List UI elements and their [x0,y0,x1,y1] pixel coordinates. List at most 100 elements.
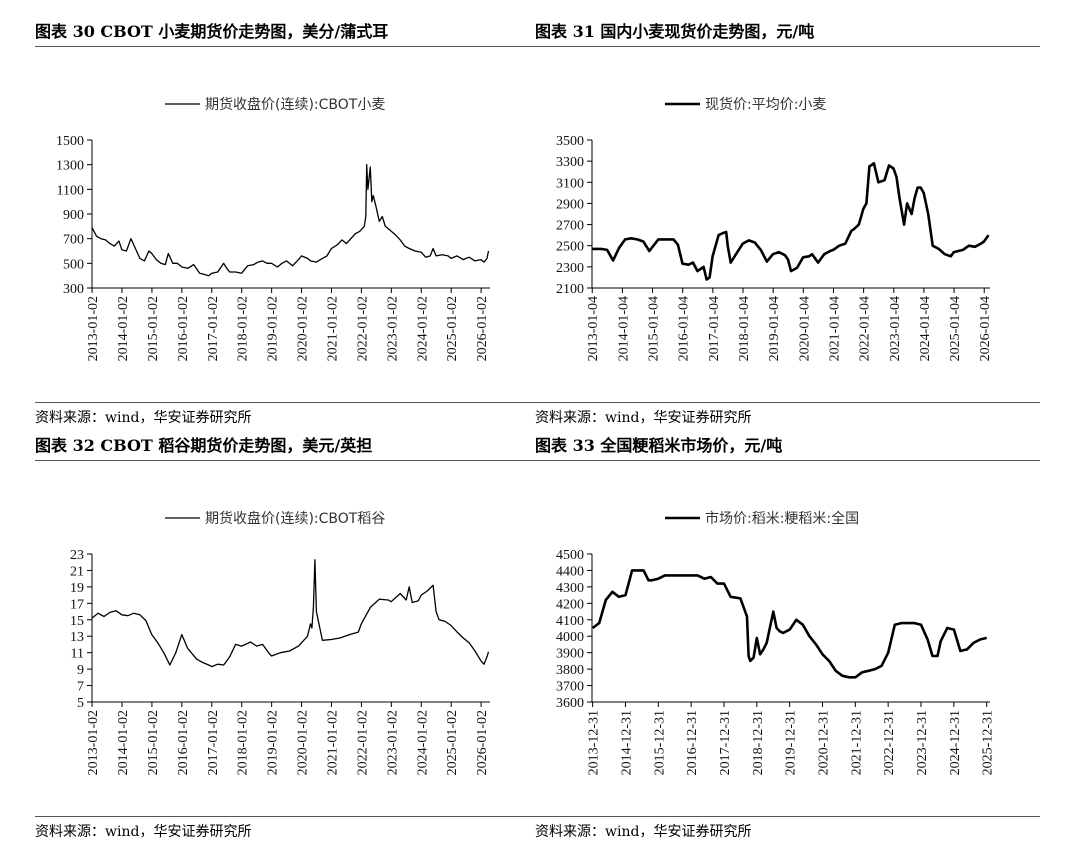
x-tick-label: 2019-01-04 [767,296,782,361]
x-tick-label: 2022-12-31 [882,710,897,775]
x-tick-label: 2016-01-02 [176,710,191,775]
y-tick-label: 2300 [556,261,584,276]
x-tick-label: 2025-01-02 [445,710,460,775]
x-tick-label: 2025-12-31 [981,710,996,775]
x-tick-label: 2017-01-04 [707,296,722,361]
y-tick-label: 900 [63,208,84,223]
x-tick-label: 2014-12-31 [619,710,634,775]
x-tick-label: 2020-01-04 [797,296,812,361]
x-tick-label: 2023-12-31 [915,710,930,775]
x-tick-label: 2026-01-02 [475,710,490,775]
x-tick-label: 2014-01-04 [616,296,631,361]
x-tick-label: 2016-01-04 [677,296,692,361]
x-tick-label: 2024-01-02 [415,710,430,775]
y-tick-label: 23 [70,548,84,563]
x-tick-label: 2014-01-02 [116,710,131,775]
y-tick-label: 11 [71,647,84,662]
x-tick-label: 2021-01-02 [325,710,340,775]
x-tick-label: 2018-01-02 [236,296,251,361]
y-tick-label: 1300 [56,159,84,174]
legend: 期货收盘价(连续):CBOT稻谷 [165,510,385,527]
x-tick-label: 2025-01-02 [445,296,460,361]
legend-label: 期货收盘价(连续):CBOT小麦 [205,96,385,113]
x-tick-label: 2026-01-02 [475,296,490,361]
x-tick-label: 2017-01-02 [206,296,221,361]
y-tick-label: 500 [63,257,84,272]
panel-title: 图表 31 国内小麦现货价走势图，元/吨 [535,18,1040,47]
source-note: 资料来源：wind，华安证券研究所 [35,816,540,847]
y-tick-label: 7 [77,680,84,695]
y-tick-label: 4000 [556,630,584,645]
y-tick-label: 15 [70,614,84,629]
legend-label: 市场价:稻米:粳稻米:全国 [705,510,859,527]
y-tick-label: 3500 [556,134,584,149]
y-tick-label: 17 [70,597,84,612]
source-note: 资料来源：wind，华安证券研究所 [535,402,1040,433]
x-tick-label: 2016-01-02 [176,296,191,361]
y-tick-label: 300 [63,282,84,297]
source-note: 资料来源：wind，华安证券研究所 [35,402,540,433]
x-tick-label: 2019-01-02 [266,296,281,361]
y-tick-label: 3700 [556,680,584,695]
x-tick-label: 2018-01-02 [236,710,251,775]
x-tick-label: 2013-01-04 [586,296,601,361]
x-tick-label: 2023-01-04 [888,296,903,361]
x-tick-label: 2017-01-02 [206,710,221,775]
y-tick-label: 3300 [556,155,584,170]
x-tick-label: 2018-01-04 [737,296,752,361]
x-tick-label: 2019-01-02 [266,710,281,775]
y-tick-label: 4500 [556,548,584,563]
y-tick-label: 700 [63,233,84,248]
y-tick-label: 4400 [556,564,584,579]
y-tick-label: 9 [77,663,84,678]
y-tick-label: 13 [70,630,84,645]
panel-title: 图表 30 CBOT 小麦期货价走势图，美分/蒲式耳 [35,18,540,47]
x-tick-label: 2026-01-04 [978,296,993,361]
chart-wheat-cbot: 期货收盘价(连续):CBOT小麦 300 500 700 900 1100 1300 1500… [56,96,490,361]
x-tick-label: 2023-01-02 [385,710,400,775]
y-tick-label: 1100 [57,183,84,198]
x-tick-label: 2021-12-31 [849,710,864,775]
legend: 现货价:平均价:小麦 [665,96,826,113]
x-tick-label: 2013-12-31 [587,710,602,775]
y-tick-label: 4200 [556,597,584,612]
y-tick-label: 4300 [556,581,584,596]
y-tick-label: 2500 [556,240,584,255]
x-tick-label: 2020-12-31 [816,710,831,775]
legend-label: 现货价:平均价:小麦 [705,96,826,113]
x-tick-label: 2024-12-31 [948,710,963,775]
x-tick-label: 2020-01-02 [296,296,311,361]
y-tick-label: 2100 [556,282,584,297]
y-tick-label: 21 [70,564,84,579]
x-tick-label: 2016-12-31 [685,710,700,775]
y-tick-label: 2900 [556,197,584,212]
y-tick-label: 19 [70,581,84,596]
x-tick-label: 2014-01-02 [116,296,131,361]
x-tick-label: 2021-01-02 [325,296,340,361]
x-tick-label: 2015-01-02 [146,710,161,775]
x-tick-label: 2021-01-04 [827,296,842,361]
x-tick-label: 2022-01-02 [355,710,370,775]
x-tick-label: 2017-12-31 [718,710,733,775]
y-tick-label: 3100 [556,176,584,191]
x-tick-label: 2013-01-02 [86,296,101,361]
x-tick-label: 2015-01-02 [146,296,161,361]
y-tick-label: 2700 [556,219,584,234]
y-tick-label: 3600 [556,696,584,711]
legend: 期货收盘价(连续):CBOT小麦 [165,96,385,113]
x-tick-label: 2015-12-31 [652,710,667,775]
x-tick-label: 2013-01-02 [86,710,101,775]
x-tick-label: 2023-01-02 [385,296,400,361]
series-line [91,559,490,668]
x-tick-label: 2024-01-04 [918,296,933,361]
x-tick-label: 2022-01-04 [858,296,873,361]
y-tick-label: 3800 [556,663,584,678]
x-tick-label: 2019-12-31 [784,710,799,775]
chart-wheat-domestic: 现货价:平均价:小麦 2100 2300 2500 2700 2900 3100 3300 35… [556,96,993,361]
legend-label: 期货收盘价(连续):CBOT稻谷 [205,510,385,527]
series-line [592,162,990,281]
x-tick-label: 2020-01-02 [296,710,311,775]
y-tick-label: 5 [77,696,84,711]
panel-title: 图表 32 CBOT 稻谷期货价走势图，美元/英担 [35,432,540,461]
